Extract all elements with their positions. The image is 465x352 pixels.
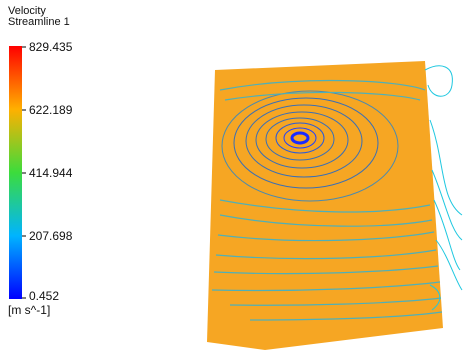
legend-label: 0.452 bbox=[29, 290, 59, 302]
blade-surface bbox=[207, 61, 443, 350]
screenshot: Velocity Streamline 1 bbox=[0, 0, 465, 352]
legend-unit: [m s^-1] bbox=[8, 304, 50, 316]
color-bar bbox=[9, 46, 22, 299]
color-bar-ticks bbox=[22, 47, 26, 298]
legend-label: 414.944 bbox=[29, 167, 72, 179]
legend-label: 207.698 bbox=[29, 230, 72, 242]
legend-label: 622.189 bbox=[29, 104, 72, 116]
legend-label: 829.435 bbox=[29, 41, 72, 53]
